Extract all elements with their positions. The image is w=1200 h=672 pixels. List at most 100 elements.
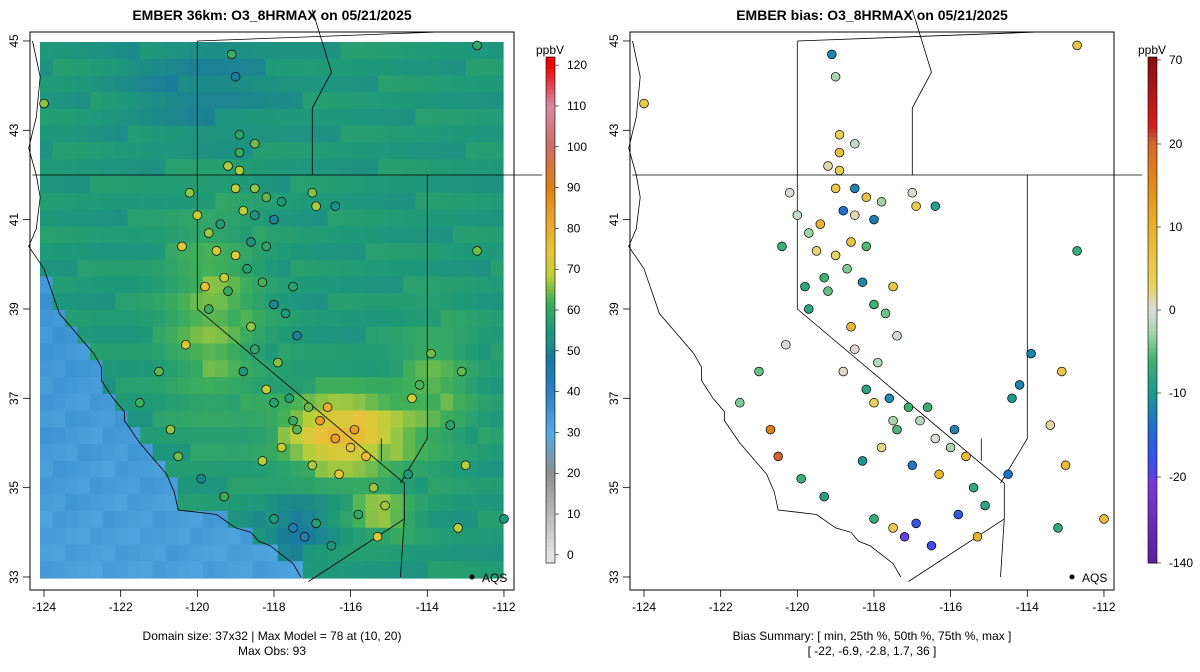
x-tick-label: -120 [785,600,809,614]
heatmap-cell [77,377,91,395]
heatmap-cell [90,511,104,529]
heatmap-cell [240,511,254,529]
heatmap-cell [290,377,304,395]
heatmap-cell [352,109,366,127]
heatmap-cell [440,159,454,177]
colorbar-segment [546,538,555,544]
heatmap-cell [415,92,429,110]
colorbar-segment [1148,436,1157,442]
heatmap-cell [377,42,391,60]
heatmap-cell [490,109,504,127]
heatmap-cell [102,427,116,445]
colorbar-segment [1148,128,1157,134]
heatmap-cell [252,310,266,328]
heatmap-cell [152,259,166,278]
state-border [797,31,1039,42]
heatmap-cell [190,561,204,579]
station-marker [192,210,203,220]
station-marker [796,473,806,484]
heatmap-cell [115,310,129,328]
right-footer-line2: [ -22, -6.9, -2.8, 1.7, 36 ] [808,644,937,658]
colorbar-segment [546,363,555,368]
heatmap-cell [465,343,479,361]
heatmap-cell [190,176,204,194]
heatmap-cell [152,176,166,194]
station-marker [303,402,314,413]
heatmap-cell [127,511,141,529]
heatmap-cell [302,377,316,395]
heatmap-cell [252,58,266,77]
heatmap-cell [40,42,54,60]
heatmap-cell [377,444,391,462]
heatmap-cell [302,42,316,60]
station-marker [426,348,436,359]
heatmap-cell [290,176,304,194]
colorbar-segment [1148,512,1157,518]
heatmap-cell [127,427,141,445]
heatmap-cell [102,58,116,77]
colorbar-tick-label: 120 [567,58,587,72]
left-map: AQS [28,9,543,591]
x-tick-label: -122 [709,600,733,614]
heatmap-cell [152,276,166,294]
station-marker [850,210,860,220]
colorbar-tick-label: -20 [1169,470,1187,484]
heatmap-cell [215,75,229,93]
heatmap-cell [265,444,279,462]
heatmap-cell [190,410,204,428]
heatmap-cell [77,511,91,529]
heatmap-cell [340,293,354,311]
heatmap-cell [452,243,467,261]
colorbar-segment [546,57,555,62]
station-marker [834,165,845,176]
heatmap-cell [290,75,304,93]
y-tick-label: 43 [7,123,21,137]
heatmap-cell [415,192,429,211]
heatmap-cell [240,192,254,211]
heatmap-cell [190,192,204,211]
heatmap-cell [352,159,366,177]
heatmap-cell [315,544,329,562]
heatmap-cell [302,310,316,328]
heatmap-cell [490,477,504,495]
station-marker [1014,380,1025,390]
heatmap-cell [452,477,467,495]
colorbar-segment [1148,499,1157,505]
heatmap-cell [265,226,279,244]
station-marker [773,451,783,462]
colorbar-segment [1148,432,1157,437]
heatmap-cell [90,58,104,77]
heatmap-cell [327,42,341,60]
heatmap-cell [440,360,454,378]
colorbar-segment [546,81,555,87]
heatmap-cell [490,42,504,60]
heatmap-cell [127,326,141,345]
station-marker [299,532,310,542]
colorbar-segment [1148,187,1157,193]
colorbar-segment [546,542,555,548]
colorbar-segment [1148,280,1157,286]
heatmap-cell [452,125,467,144]
heatmap-cell [165,243,179,261]
colorbar-segment [546,187,555,193]
heatmap-cell [402,92,416,110]
colorbar-segment [546,452,555,458]
colorbar-segment [1148,364,1157,370]
heatmap-cell [477,477,492,495]
station-marker [857,277,868,287]
heatmap-cell [365,544,379,562]
heatmap-cell [240,109,254,127]
x-tick-label: -116 [339,600,362,614]
colorbar-segment [1148,495,1157,501]
station-marker [269,214,279,225]
heatmap-cell [352,293,366,311]
heatmap-cell [227,377,241,395]
heatmap-cell [415,293,429,311]
heatmap-cell [427,243,442,261]
heatmap-cell [65,511,79,529]
heatmap-cell [327,293,341,311]
station-marker [261,192,272,203]
heatmap-cell [277,544,291,562]
heatmap-cell [352,42,366,60]
heatmap-cell [115,494,129,512]
